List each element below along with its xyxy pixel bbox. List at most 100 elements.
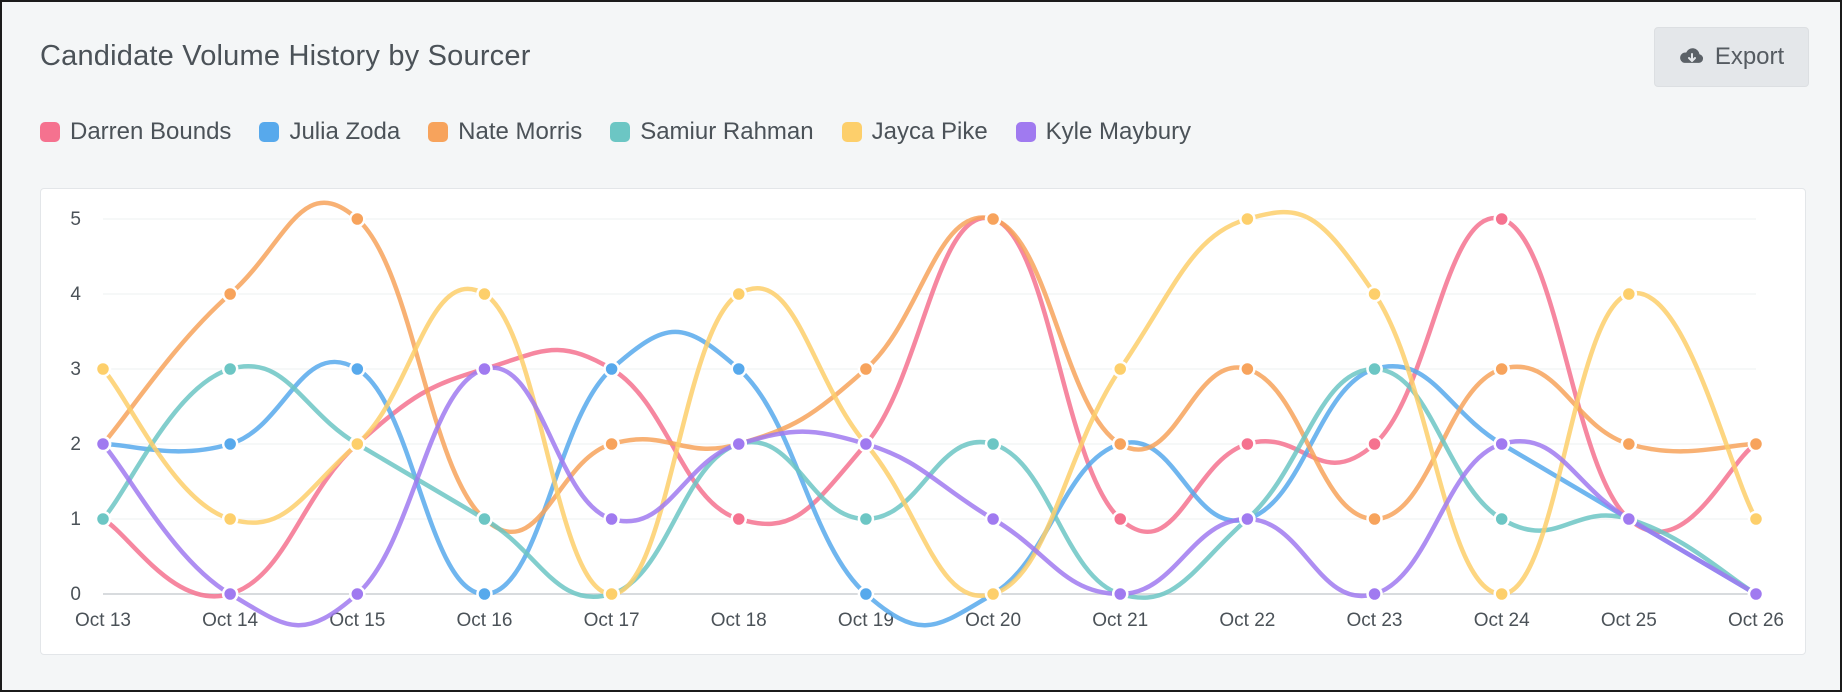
data-point[interactable] [349,585,366,603]
data-point[interactable] [1111,510,1129,528]
data-point[interactable] [603,510,620,528]
legend-label: Nate Morris [458,118,583,145]
data-point[interactable] [1493,435,1510,453]
data-point[interactable] [1747,585,1765,603]
data-point[interactable] [857,585,875,603]
data-point[interactable] [94,360,112,378]
data-point[interactable] [603,435,620,453]
data-point[interactable] [1620,435,1638,453]
y-tick-label: 2 [70,434,81,455]
x-tick-label: Oct 16 [456,610,512,631]
data-point[interactable] [94,435,112,453]
y-tick-label: 4 [70,284,81,305]
data-point[interactable] [984,210,1002,228]
data-point[interactable] [476,285,493,303]
data-point[interactable] [221,585,239,603]
legend-label: Samiur Rahman [640,118,814,145]
line-chart: 0 1 2 3 4 5 Oct 13 Oct 14 Oct 15 Oct 16 Oct 17 Oct … [70,200,1784,631]
x-tick-label: Oct 26 [1728,610,1784,631]
legend-swatch [841,122,862,142]
data-point[interactable] [1620,510,1638,528]
y-tick-label: 0 [70,584,81,605]
data-point[interactable] [1493,210,1510,228]
data-point[interactable] [730,435,748,453]
export-button[interactable]: Export [1654,27,1809,87]
series-line [100,215,1759,599]
data-point[interactable] [1747,510,1765,528]
data-point[interactable] [857,435,875,453]
legend-swatch [40,122,60,142]
data-point[interactable] [857,360,875,378]
x-tick-label: Oct 19 [838,610,894,631]
legend: Darren Bounds Julia Zoda Nate Morris Samiur… [40,118,1219,146]
data-point[interactable] [730,510,748,528]
x-tick-label: Oct 20 [965,610,1021,631]
data-point[interactable] [1747,435,1765,453]
data-point[interactable] [476,510,493,528]
data-point[interactable] [1366,360,1383,378]
data-point[interactable] [1366,285,1383,303]
data-point[interactable] [1239,510,1256,528]
x-tick-label: Oct 22 [1219,610,1275,631]
data-point[interactable] [1366,435,1383,453]
data-point[interactable] [349,435,366,453]
data-point[interactable] [1239,210,1256,228]
chart-card: 0 1 2 3 4 5 Oct 13 Oct 14 Oct 15 Oct 16 Oct 17 Oct … [40,188,1806,655]
legend-item[interactable]: Samiur Rahman [610,118,814,146]
legend-item[interactable]: Julia Zoda [259,118,400,146]
data-point[interactable] [1493,510,1510,528]
data-point[interactable] [221,435,239,453]
legend-swatch [1015,122,1036,142]
legend-item[interactable]: Nate Morris [428,118,582,146]
data-point[interactable] [603,360,620,378]
y-tick-label: 1 [70,509,81,530]
x-tick-label: Oct 18 [711,610,767,631]
x-tick-label: Oct 21 [1092,610,1148,631]
x-tick-label: Oct 15 [329,610,385,631]
data-point[interactable] [603,585,620,603]
x-tick-label: Oct 24 [1474,610,1530,631]
data-point[interactable] [1239,435,1256,453]
data-point[interactable] [984,510,1002,528]
data-point[interactable] [1111,360,1129,378]
data-point[interactable] [1620,285,1638,303]
data-point[interactable] [1366,585,1383,603]
data-point[interactable] [984,585,1002,603]
legend-item[interactable]: Kyle Maybury [1015,118,1192,146]
x-tick-label: Oct 25 [1601,610,1657,631]
data-point[interactable] [857,510,875,528]
page-title: Candidate Volume History by Sourcer [40,40,531,72]
x-tick-label: Oct 17 [584,610,640,631]
data-point[interactable] [1111,435,1129,453]
data-point[interactable] [1239,360,1256,378]
data-point[interactable] [730,360,748,378]
data-point[interactable] [94,510,112,528]
series-line [100,329,1759,628]
data-point[interactable] [984,435,1002,453]
legend-label: Darren Bounds [70,118,232,145]
legend-swatch [259,122,280,142]
data-point[interactable] [730,285,748,303]
data-point[interactable] [349,360,366,378]
y-tick-label: 5 [70,209,81,230]
data-point[interactable] [1111,585,1129,603]
data-point[interactable] [476,585,493,603]
data-point[interactable] [221,510,239,528]
export-label: Export [1714,43,1785,70]
legend-item[interactable]: Darren Bounds [40,118,231,146]
data-point[interactable] [221,285,239,303]
x-tick-label: Oct 14 [202,610,258,631]
legend-label: Kyle Maybury [1045,118,1192,145]
series-line [100,365,1759,628]
data-point[interactable] [476,360,493,378]
x-tick-label: Oct 23 [1347,610,1403,631]
data-point[interactable] [1493,360,1510,378]
legend-label: Jayca Pike [871,118,988,145]
data-point[interactable] [1493,585,1510,603]
series-line [100,200,1759,535]
legend-item[interactable]: Jayca Pike [841,118,988,146]
data-point[interactable] [221,360,239,378]
data-point[interactable] [1366,510,1383,528]
data-point[interactable] [349,210,366,228]
